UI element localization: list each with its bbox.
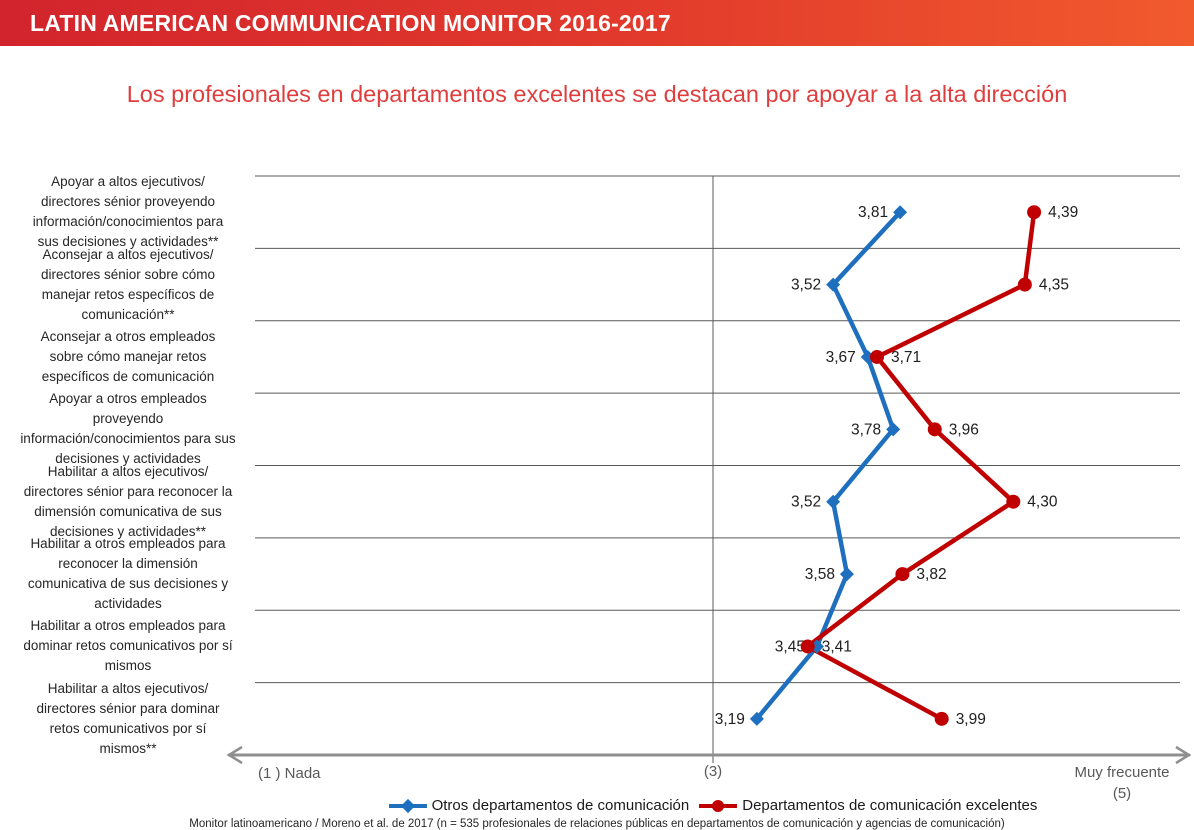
data-value-label: 3,52 <box>791 494 821 511</box>
data-point-marker-circle <box>800 639 815 654</box>
data-point-marker-circle <box>934 711 949 726</box>
data-point-marker-circle <box>1006 494 1021 509</box>
category-label: Aconsejar a otros empleados sobre cómo m… <box>40 328 216 384</box>
data-value-label: 3,58 <box>805 566 835 583</box>
category-label: Aconsejar a altos ejecutivos/ directores… <box>40 246 216 322</box>
red-circle-legend-icon <box>699 799 738 813</box>
data-point-marker-diamond <box>826 494 841 509</box>
data-value-label: 4,39 <box>1048 204 1078 221</box>
legend-label-excelentes: Departamentos de comunicación excelentes <box>742 797 1038 814</box>
page-title: Los profesionales en departamentos excel… <box>126 81 1068 107</box>
axis-label-max-text: Muy frecuente <box>1074 764 1170 781</box>
legend-item-otros: Otros departamentos de comunicación <box>388 797 690 814</box>
data-value-label: 3,52 <box>791 277 821 294</box>
axis-label-max: Muy frecuente (5) <box>1062 762 1182 804</box>
data-point-marker-diamond <box>860 349 875 364</box>
data-point-marker-circle <box>870 349 885 364</box>
data-point-marker-diamond <box>826 277 841 292</box>
category-label: Habilitar a altos ejecutivos/ directores… <box>23 463 233 539</box>
data-point-marker-circle <box>927 422 942 437</box>
axis-label-min: (1 ) Nada <box>258 765 321 782</box>
chart-legend: Otros departamentos de comunicación Depa… <box>251 797 1175 814</box>
blue-diamond-legend-icon <box>388 798 427 813</box>
category-label: Apoyar a altos ejecutivos/ directores sé… <box>32 174 224 250</box>
data-value-label: 3,67 <box>826 349 856 366</box>
data-point-marker-diamond <box>886 422 901 437</box>
data-point-marker-diamond <box>749 711 764 726</box>
app-title: LATIN AMERICAN COMMUNICATION MONITOR 201… <box>30 9 671 36</box>
data-value-label: 3,78 <box>851 421 881 438</box>
data-value-label: 3,45 <box>775 638 805 655</box>
category-label: Habilitar a otros empleados para dominar… <box>23 618 233 674</box>
data-value-label: 3,82 <box>916 566 946 583</box>
legend-label-otros: Otros departamentos de comunicación <box>431 797 690 814</box>
data-value-label: 3,96 <box>949 421 979 438</box>
data-value-label: 3,71 <box>891 349 921 366</box>
series-line-excelentes <box>805 209 1037 722</box>
data-point-marker-circle <box>895 567 910 582</box>
data-value-label: 3,81 <box>858 204 888 221</box>
series-line-otros <box>754 209 903 722</box>
category-label: Habilitar a otros empleados para reconoc… <box>27 536 229 612</box>
header-banner: LATIN AMERICAN COMMUNICATION MONITOR 201… <box>0 0 1194 46</box>
data-point-marker-circle <box>1027 205 1042 220</box>
footer-note: Monitor latinoamericano / Moreno et al. … <box>189 818 1005 830</box>
data-point-marker-circle <box>1017 277 1032 292</box>
category-label: Apoyar a otros empleados proveyendo info… <box>20 391 236 467</box>
data-value-label: 3,41 <box>822 638 852 655</box>
data-point-marker-diamond <box>839 567 854 582</box>
data-point-marker-diamond <box>893 205 908 220</box>
data-point-marker-diamond <box>809 639 824 654</box>
axis-arrow-right-icon <box>1175 745 1192 765</box>
category-label: Habilitar a altos ejecutivos/ directores… <box>36 680 220 756</box>
legend-item-excelentes: Departamentos de comunicación excelentes <box>699 797 1037 814</box>
data-value-label: 4,30 <box>1027 494 1058 511</box>
axis-label-center: (3) <box>703 763 723 780</box>
data-value-label: 4,35 <box>1039 277 1069 294</box>
axis-label-max-value: (5) <box>1112 785 1132 802</box>
data-value-label: 3,19 <box>715 711 745 728</box>
data-value-label: 3,99 <box>956 711 986 728</box>
